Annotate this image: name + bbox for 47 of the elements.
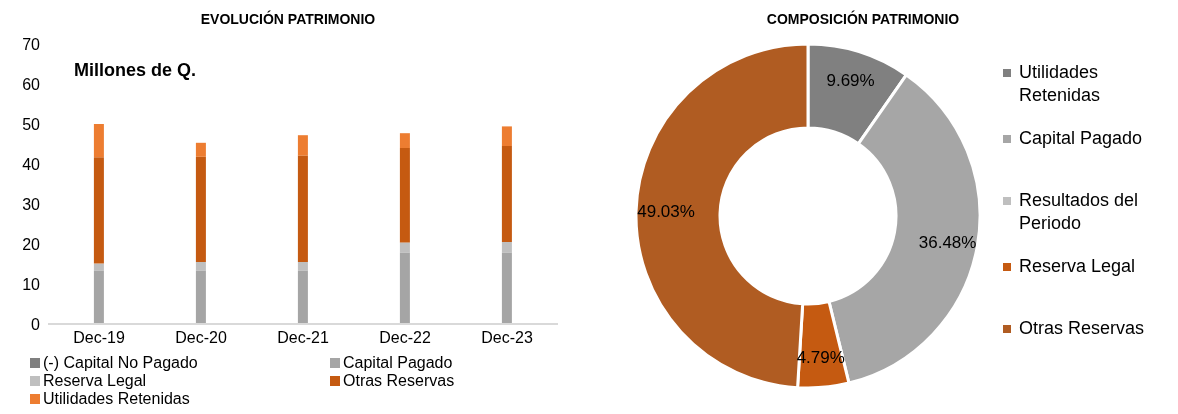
x-tick-label: Dec-19 [73, 329, 125, 347]
data-label: 36.48% [918, 232, 977, 252]
bar [93, 124, 104, 158]
y-tick-label: 10 [22, 275, 41, 293]
y-tick-label: 0 [31, 315, 41, 333]
bar [93, 270, 104, 324]
bar [195, 156, 206, 262]
bar [501, 126, 512, 146]
x-tick-label: Dec-23 [481, 329, 533, 347]
bar [297, 270, 308, 324]
bar [501, 146, 512, 242]
bar [399, 148, 410, 243]
bar [501, 252, 512, 324]
bar [501, 242, 512, 253]
bar [297, 135, 308, 156]
bar [195, 262, 206, 271]
y-tick-label: 30 [22, 195, 41, 213]
legend-label: Reserva Legal [43, 372, 147, 390]
legend-label: Utilidades Retenidas [1019, 61, 1102, 107]
bar [195, 142, 206, 157]
x-tick-label: Dec-21 [277, 329, 329, 347]
legend-label: Otras Reservas [343, 372, 455, 390]
y-tick-label: 60 [22, 75, 41, 93]
y-tick-label: 20 [22, 235, 41, 253]
legend-label: Capital Pagado [1019, 127, 1143, 150]
bar [399, 133, 410, 148]
bar [195, 270, 206, 324]
bar [399, 242, 410, 253]
data-label: 9.69% [826, 71, 875, 91]
legend-label: Capital Pagado [343, 354, 453, 372]
bar [297, 262, 308, 271]
bar [399, 252, 410, 324]
bar [297, 155, 308, 262]
y-tick-label: 40 [22, 155, 41, 173]
chart-title: EVOLUCIÓN PATRIMONIO [199, 9, 377, 29]
y-tick-label: 70 [22, 35, 41, 53]
bar [93, 157, 104, 264]
legend-label: Resultados del Periodo [1019, 189, 1140, 235]
annotation: Millones de Q. [74, 60, 197, 81]
y-tick-label: 50 [22, 115, 41, 133]
legend-label: Utilidades Retenidas [43, 390, 190, 408]
x-tick-label: Dec-22 [379, 329, 431, 347]
chart-title: COMPOSICIÓN PATRIMONIO [765, 9, 961, 29]
legend-label: Otras Reservas [1019, 317, 1145, 340]
x-tick-label: Dec-20 [175, 329, 227, 347]
legend-label: (-) Capital No Pagado [43, 354, 198, 372]
legend-label: Reserva Legal [1019, 255, 1136, 278]
